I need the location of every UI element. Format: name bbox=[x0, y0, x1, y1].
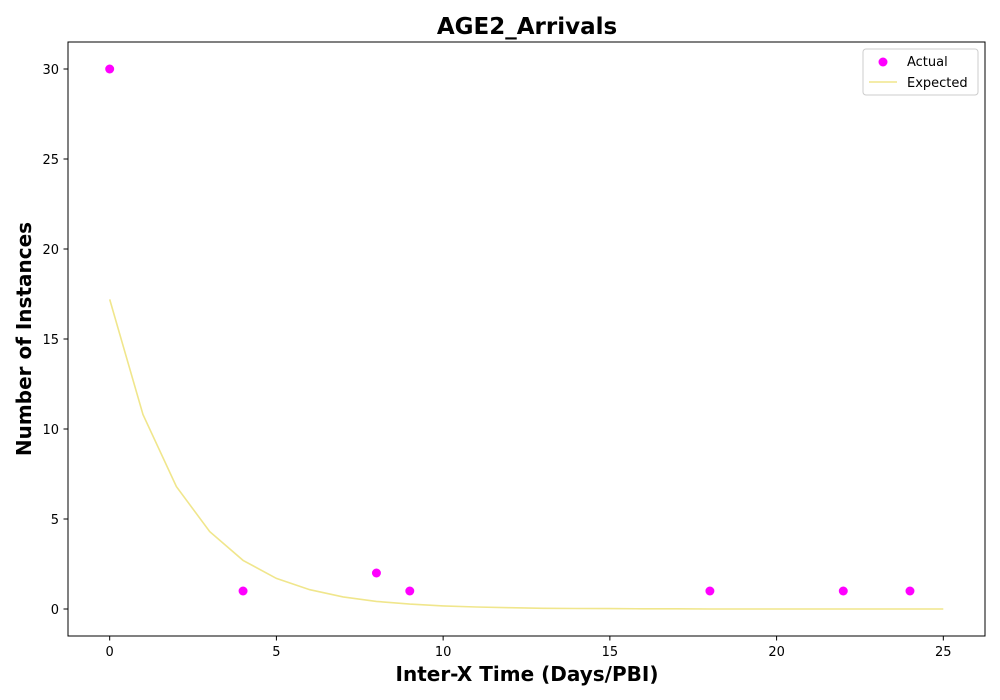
x-axis: 0 5 10 15 20 25 bbox=[106, 636, 952, 660]
actual-point bbox=[838, 586, 848, 596]
plot-area bbox=[105, 64, 944, 610]
chart-title: AGE2_Arrivals bbox=[437, 14, 617, 40]
y-tick-label: 20 bbox=[42, 243, 59, 258]
y-tick-label: 30 bbox=[42, 63, 59, 78]
actual-point bbox=[371, 568, 381, 578]
x-tick-label: 10 bbox=[435, 645, 452, 660]
legend-actual-label: Actual bbox=[907, 55, 948, 70]
legend: Actual Expected bbox=[862, 48, 979, 96]
y-tick-label: 0 bbox=[51, 603, 59, 618]
y-tick-label: 10 bbox=[42, 423, 59, 438]
legend-actual-marker bbox=[878, 57, 888, 67]
actual-point bbox=[105, 64, 115, 74]
y-tick-label: 15 bbox=[42, 333, 59, 348]
actual-point bbox=[705, 586, 715, 596]
actual-point bbox=[905, 586, 915, 596]
actual-point bbox=[405, 586, 415, 596]
x-axis-label: Inter-X Time (Days/PBI) bbox=[396, 662, 659, 686]
expected-line bbox=[108, 299, 944, 610]
x-tick-label: 0 bbox=[106, 645, 114, 660]
x-tick-label: 25 bbox=[935, 645, 952, 660]
y-tick-label: 25 bbox=[42, 153, 59, 168]
x-tick-label: 15 bbox=[602, 645, 619, 660]
actual-point bbox=[238, 586, 248, 596]
legend-expected-label: Expected bbox=[907, 76, 968, 91]
y-tick-label: 5 bbox=[51, 513, 59, 528]
x-tick-label: 5 bbox=[272, 645, 280, 660]
plot-frame bbox=[67, 41, 986, 637]
y-axis: 0 5 10 15 20 25 30 bbox=[42, 63, 68, 618]
x-tick-label: 20 bbox=[768, 645, 785, 660]
legend-box bbox=[862, 48, 979, 96]
y-axis-label: Number of Instances bbox=[12, 222, 36, 456]
